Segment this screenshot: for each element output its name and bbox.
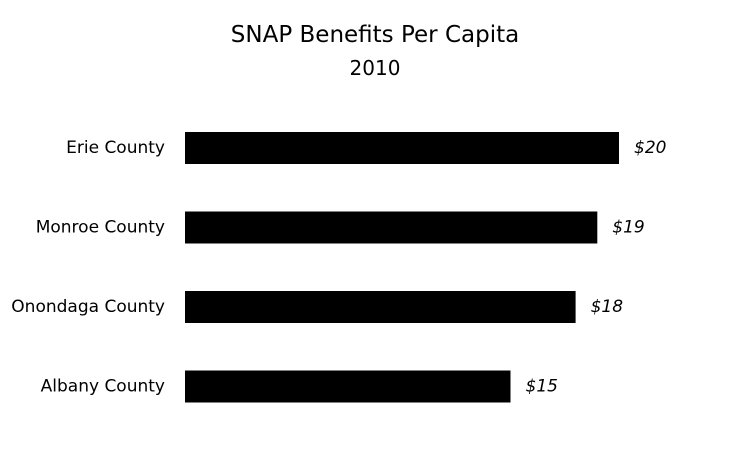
bar — [185, 291, 576, 323]
bar — [185, 370, 511, 403]
bar — [185, 211, 598, 244]
category-label: Erie County — [66, 138, 165, 158]
chart-subtitle: 2010 — [349, 56, 401, 80]
value-label: $15 — [526, 377, 558, 397]
value-label: $18 — [591, 297, 624, 317]
bar — [185, 132, 619, 164]
chart-title: SNAP Benefits Per Capita — [230, 22, 520, 48]
category-label: Monroe County — [36, 218, 165, 238]
category-label: Onondaga County — [11, 297, 165, 317]
value-label: $20 — [634, 138, 666, 158]
value-label: $19 — [612, 218, 644, 238]
category-label: Albany County — [41, 377, 165, 397]
